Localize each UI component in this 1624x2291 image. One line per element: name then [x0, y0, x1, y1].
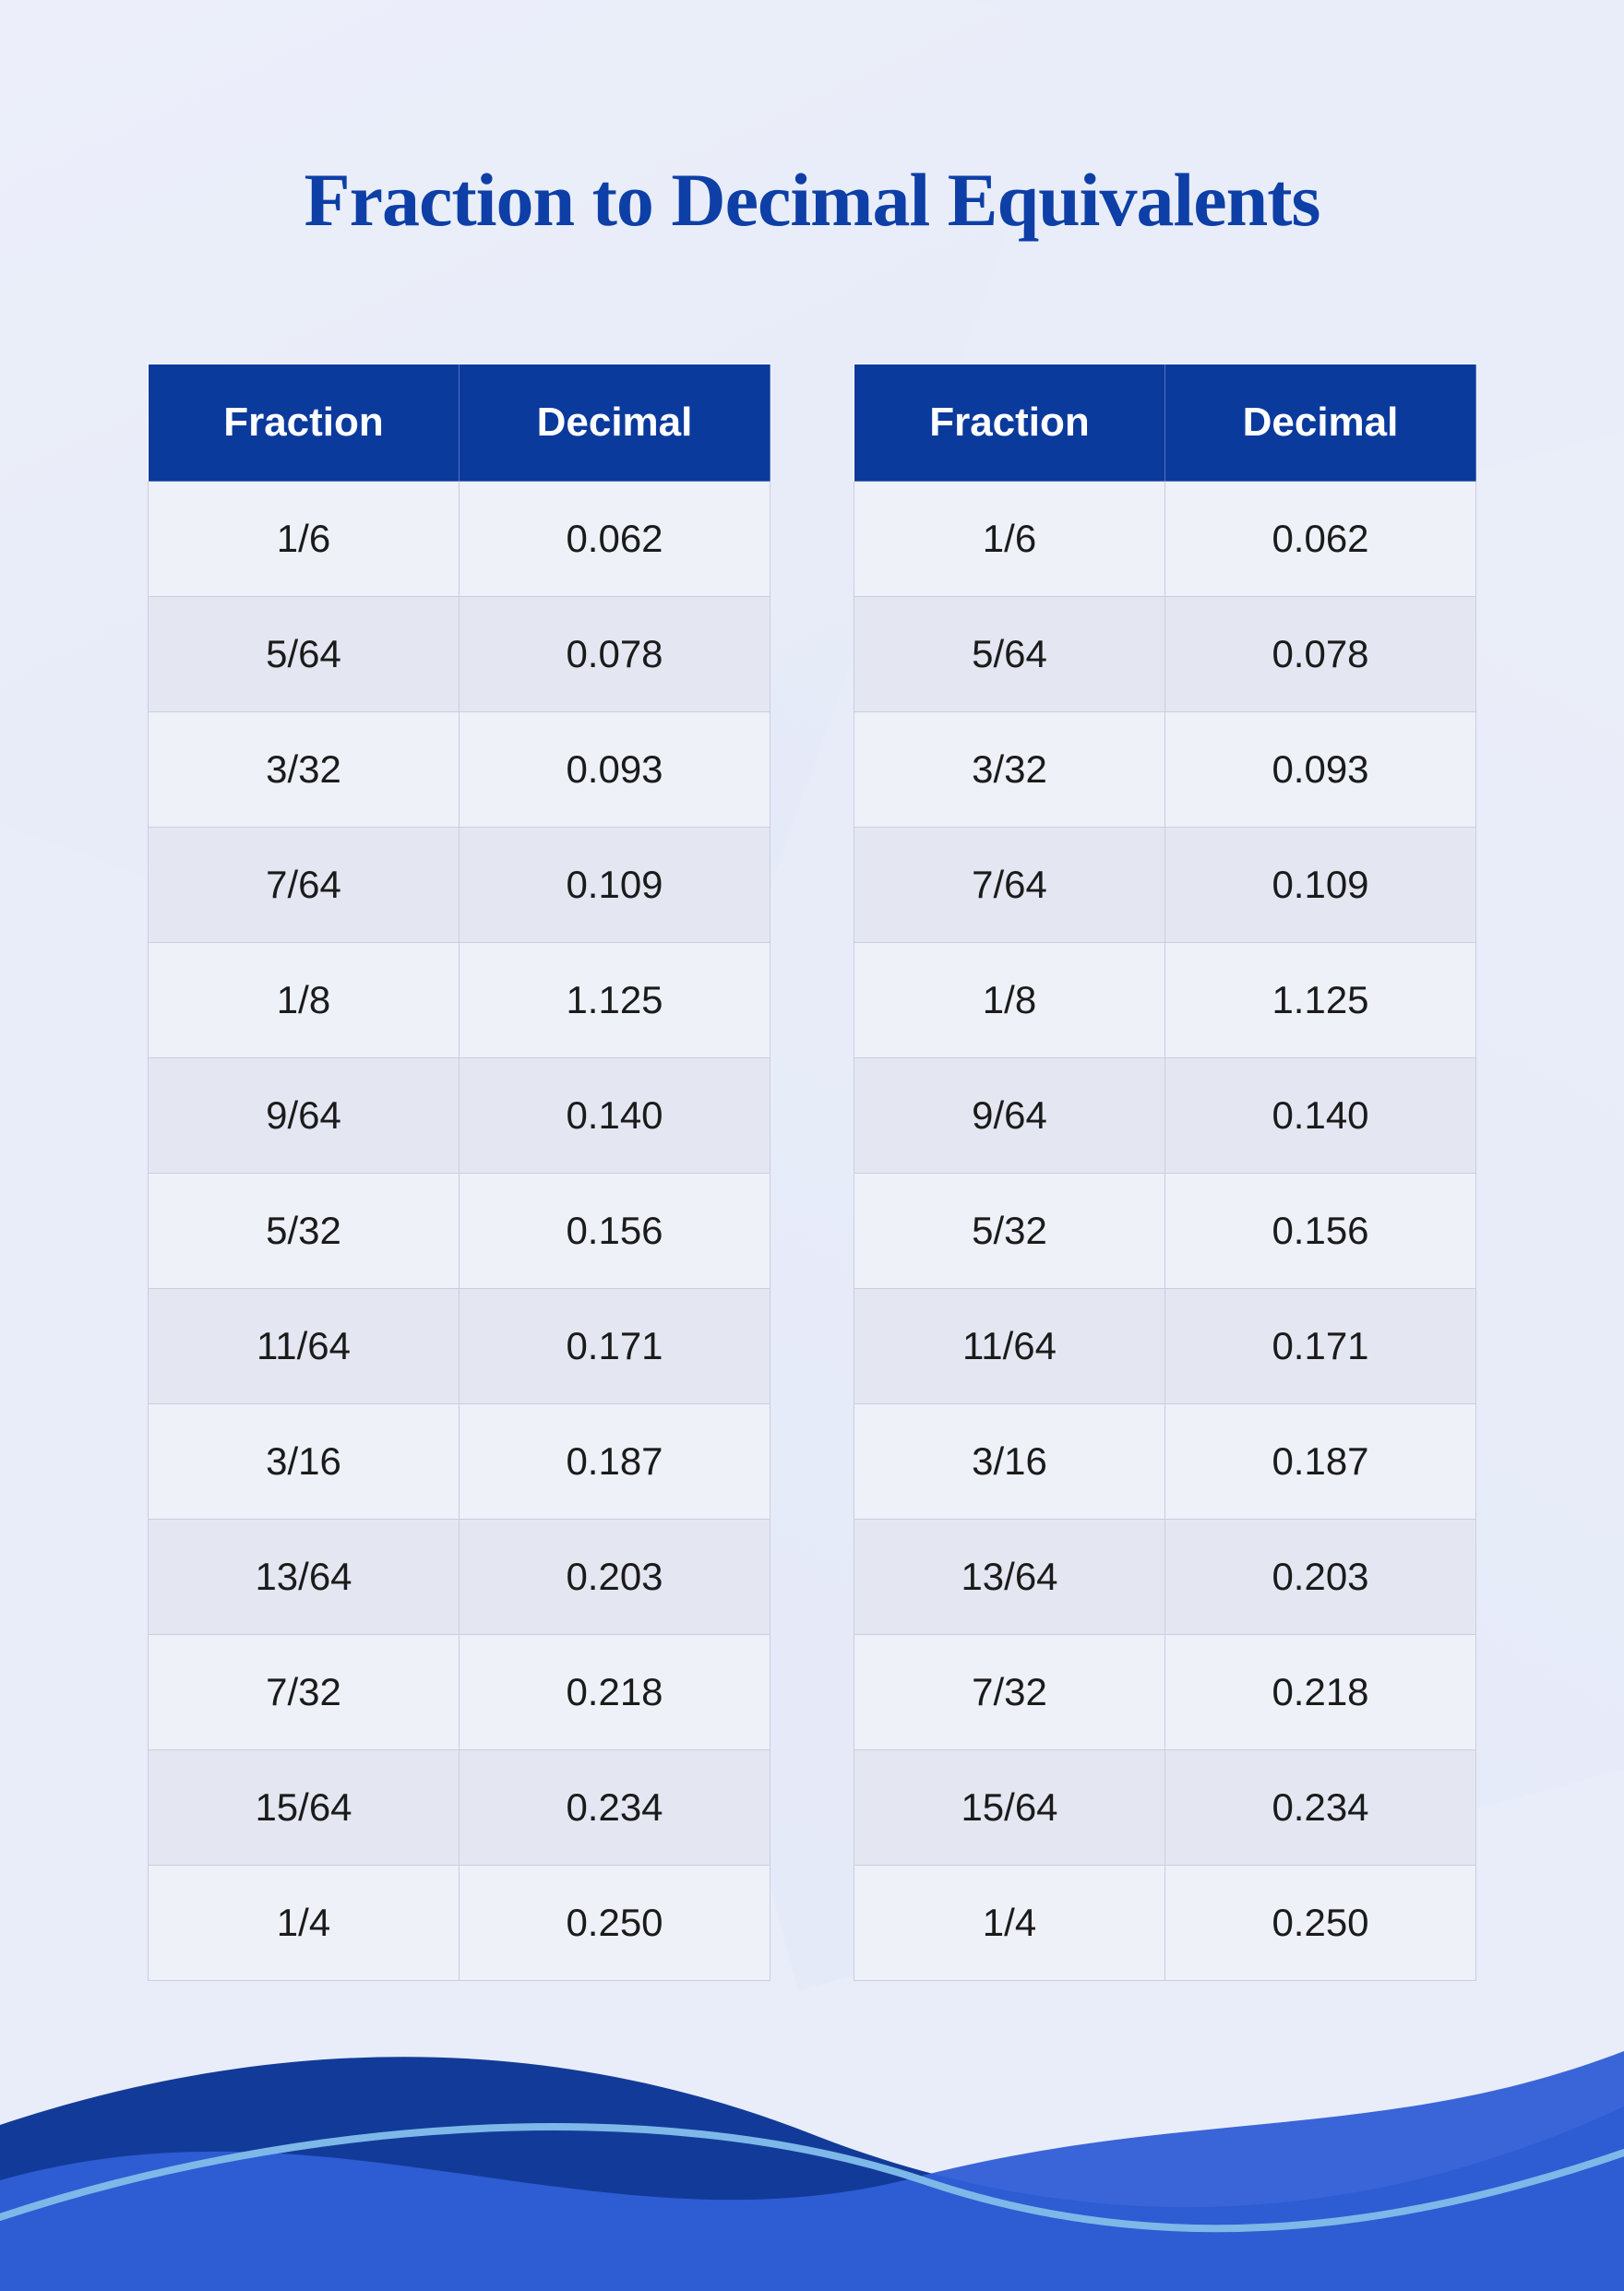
tables-container: FractionDecimal 1/60.0625/640.0783/320.0… [148, 364, 1476, 1981]
page-title: Fraction to Decimal Equivalents [148, 157, 1476, 244]
table-row: 3/320.093 [149, 712, 770, 828]
table-row: 11/640.171 [854, 1289, 1476, 1404]
table-cell: 1.125 [460, 943, 770, 1058]
table-row: 5/640.078 [854, 597, 1476, 712]
column-header: Decimal [1165, 364, 1476, 482]
column-header: Decimal [460, 364, 770, 482]
table-cell: 7/32 [854, 1635, 1165, 1750]
table-cell: 7/32 [149, 1635, 460, 1750]
table-cell: 1/6 [149, 482, 460, 597]
table-row: 9/640.140 [854, 1058, 1476, 1174]
column-header: Fraction [149, 364, 460, 482]
table-cell: 3/32 [854, 712, 1165, 828]
table-cell: 0.250 [1165, 1866, 1476, 1981]
table-cell: 0.218 [1165, 1635, 1476, 1750]
table-cell: 3/32 [149, 712, 460, 828]
table-cell: 0.171 [1165, 1289, 1476, 1404]
table-cell: 5/32 [149, 1174, 460, 1289]
table-row: 7/640.109 [854, 828, 1476, 943]
table-cell: 0.250 [460, 1866, 770, 1981]
table-row: 7/320.218 [149, 1635, 770, 1750]
table-row: 1/81.125 [149, 943, 770, 1058]
table-cell: 1/6 [854, 482, 1165, 597]
table-cell: 13/64 [854, 1520, 1165, 1635]
table-cell: 9/64 [854, 1058, 1165, 1174]
table-cell: 15/64 [854, 1750, 1165, 1866]
table-cell: 5/64 [149, 597, 460, 712]
conversion-table-right: FractionDecimal 1/60.0625/640.0783/320.0… [854, 364, 1476, 1981]
table-cell: 0.187 [1165, 1404, 1476, 1520]
table-cell: 5/64 [854, 597, 1165, 712]
conversion-table-left: FractionDecimal 1/60.0625/640.0783/320.0… [148, 364, 770, 1981]
table-cell: 0.156 [1165, 1174, 1476, 1289]
table-cell: 3/16 [854, 1404, 1165, 1520]
table-row: 9/640.140 [149, 1058, 770, 1174]
table-cell: 0.203 [1165, 1520, 1476, 1635]
table-cell: 11/64 [854, 1289, 1165, 1404]
table-cell: 0.187 [460, 1404, 770, 1520]
table-row: 7/640.109 [149, 828, 770, 943]
table-cell: 0.078 [1165, 597, 1476, 712]
table-header-row: FractionDecimal [149, 364, 770, 482]
table-row: 1/60.062 [149, 482, 770, 597]
table-cell: 11/64 [149, 1289, 460, 1404]
table-cell: 7/64 [854, 828, 1165, 943]
table-cell: 0.234 [460, 1750, 770, 1866]
table-cell: 0.093 [460, 712, 770, 828]
column-header: Fraction [854, 364, 1165, 482]
table-cell: 0.093 [1165, 712, 1476, 828]
table-row: 3/160.187 [854, 1404, 1476, 1520]
table-cell: 0.171 [460, 1289, 770, 1404]
table-row: 7/320.218 [854, 1635, 1476, 1750]
table-cell: 5/32 [854, 1174, 1165, 1289]
table-cell: 1/8 [854, 943, 1165, 1058]
page-container: Fraction to Decimal Equivalents Fraction… [0, 0, 1624, 2291]
table-cell: 0.078 [460, 597, 770, 712]
table-row: 11/640.171 [149, 1289, 770, 1404]
table-row: 5/320.156 [854, 1174, 1476, 1289]
table-cell: 0.062 [1165, 482, 1476, 597]
table-row: 13/640.203 [854, 1520, 1476, 1635]
table-row: 1/60.062 [854, 482, 1476, 597]
table-cell: 0.140 [1165, 1058, 1476, 1174]
table-cell: 7/64 [149, 828, 460, 943]
table-cell: 1/4 [149, 1866, 460, 1981]
table-row: 5/320.156 [149, 1174, 770, 1289]
table-cell: 0.218 [460, 1635, 770, 1750]
table-cell: 0.109 [1165, 828, 1476, 943]
table-cell: 1/4 [854, 1866, 1165, 1981]
table-row: 13/640.203 [149, 1520, 770, 1635]
table-row: 3/320.093 [854, 712, 1476, 828]
table-cell: 15/64 [149, 1750, 460, 1866]
table-cell: 0.234 [1165, 1750, 1476, 1866]
table-row: 1/40.250 [149, 1866, 770, 1981]
table-cell: 0.062 [460, 482, 770, 597]
table-cell: 9/64 [149, 1058, 460, 1174]
table-row: 3/160.187 [149, 1404, 770, 1520]
table-row: 15/640.234 [854, 1750, 1476, 1866]
table-row: 15/640.234 [149, 1750, 770, 1866]
table-cell: 0.156 [460, 1174, 770, 1289]
table-cell: 0.109 [460, 828, 770, 943]
wave-decoration [0, 1996, 1624, 2291]
table-row: 1/81.125 [854, 943, 1476, 1058]
table-cell: 13/64 [149, 1520, 460, 1635]
table-row: 5/640.078 [149, 597, 770, 712]
table-cell: 0.140 [460, 1058, 770, 1174]
table-row: 1/40.250 [854, 1866, 1476, 1981]
table-cell: 0.203 [460, 1520, 770, 1635]
table-cell: 1/8 [149, 943, 460, 1058]
table-header-row: FractionDecimal [854, 364, 1476, 482]
table-cell: 3/16 [149, 1404, 460, 1520]
table-cell: 1.125 [1165, 943, 1476, 1058]
